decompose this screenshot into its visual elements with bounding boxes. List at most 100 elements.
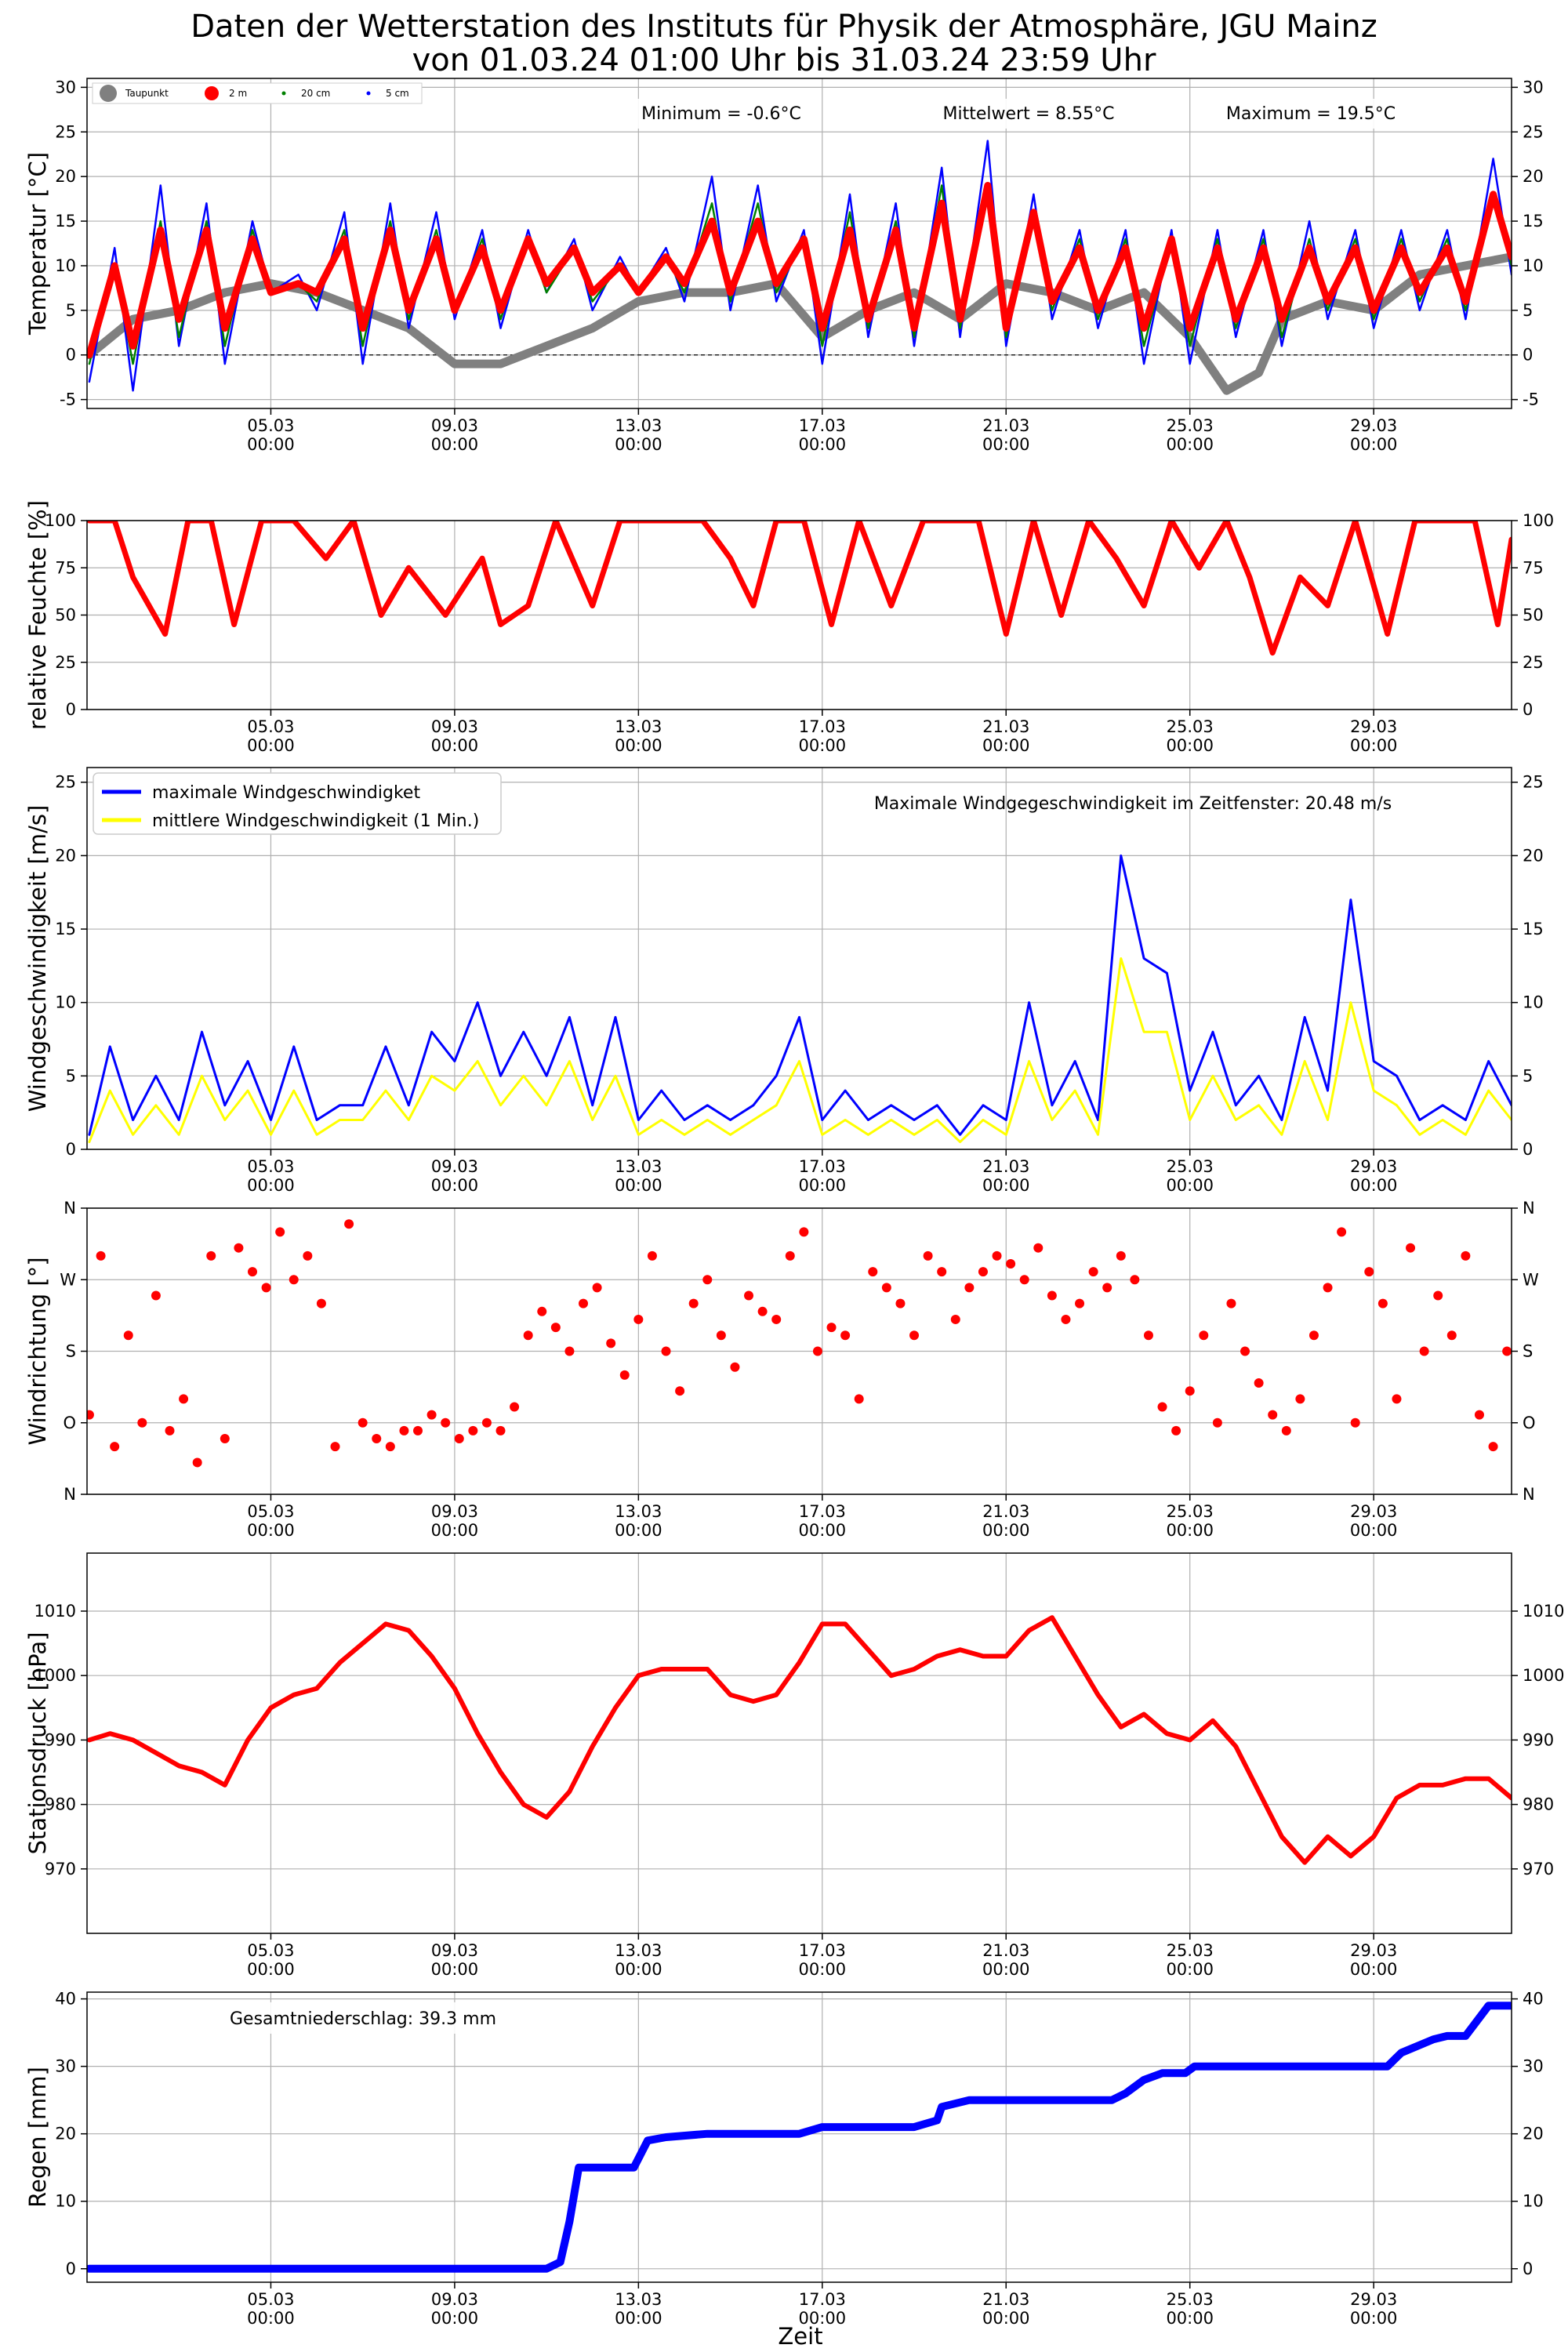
y-tick-label: 20 bbox=[55, 2125, 76, 2143]
y-tick-label: 75 bbox=[55, 558, 76, 577]
wind-direction-point bbox=[923, 1250, 933, 1261]
wind-direction-point bbox=[978, 1267, 988, 1277]
x-tick-label-time: 00:00 bbox=[1166, 736, 1214, 755]
y-axis-label: relative Feuchte [%] bbox=[24, 500, 51, 730]
wind-direction-point bbox=[1116, 1250, 1126, 1261]
wind-direction-point bbox=[248, 1267, 258, 1277]
x-tick-label-time: 00:00 bbox=[1350, 736, 1398, 755]
wind-direction-point bbox=[123, 1330, 133, 1341]
panel-4: N NO OS SW WN N05.0300:0009.0300:0013.0300:00… bbox=[24, 1199, 1539, 1540]
wind-direction-point bbox=[1240, 1346, 1250, 1356]
x-tick-label-date: 25.03 bbox=[1167, 1502, 1214, 1521]
wind-direction-point bbox=[1033, 1243, 1044, 1253]
wind-direction-point bbox=[1350, 1417, 1360, 1428]
y-tick-label: 50 bbox=[55, 606, 76, 625]
y-tick-label: 1000 bbox=[34, 1666, 76, 1685]
y-tick-label-right: 25 bbox=[1523, 773, 1544, 792]
x-tick-label-date: 09.03 bbox=[431, 1157, 478, 1176]
y-tick-label-right: 0 bbox=[1523, 2259, 1533, 2278]
x-tick-label-time: 00:00 bbox=[431, 2309, 479, 2328]
wind-direction-point bbox=[289, 1275, 299, 1285]
x-tick-label-time: 00:00 bbox=[247, 736, 295, 755]
x-tick-label-date: 13.03 bbox=[615, 416, 662, 435]
x-tick-label-time: 00:00 bbox=[1166, 2309, 1214, 2328]
y-tick-label: 5 bbox=[66, 1066, 76, 1085]
wind-direction-point bbox=[441, 1417, 451, 1428]
wind-direction-point bbox=[579, 1298, 589, 1308]
legend-label: 20 cm bbox=[301, 88, 330, 99]
y-tick-label: 10 bbox=[55, 2192, 76, 2211]
wind-direction-point bbox=[716, 1330, 726, 1341]
y-tick-label: 30 bbox=[55, 78, 76, 96]
y-tick-label-right: 990 bbox=[1523, 1730, 1554, 1749]
series-layer bbox=[87, 140, 1512, 395]
wind-direction-point bbox=[799, 1227, 809, 1237]
x-tick-label-time: 00:00 bbox=[431, 435, 479, 454]
plot-frame bbox=[86, 78, 1512, 409]
x-tick-label-time: 00:00 bbox=[431, 1521, 479, 1540]
plot-area bbox=[87, 1553, 1512, 1933]
wind-direction-point bbox=[206, 1250, 216, 1261]
wind-direction-point bbox=[1047, 1290, 1057, 1301]
y-tick-label: 1010 bbox=[34, 1602, 76, 1621]
x-tick-label-time: 00:00 bbox=[982, 2309, 1030, 2328]
annotation-box bbox=[635, 99, 808, 129]
wind-direction-point bbox=[399, 1425, 409, 1436]
x-tick-label-time: 00:00 bbox=[799, 1176, 847, 1195]
annotation-box bbox=[1225, 99, 1397, 129]
x-tick-label-date: 29.03 bbox=[1350, 2290, 1397, 2309]
wind-direction-point bbox=[1474, 1410, 1484, 1420]
y-tick-label: 5 bbox=[66, 301, 76, 320]
wind-direction-point bbox=[592, 1283, 602, 1293]
wind-direction-point bbox=[87, 1410, 94, 1420]
y-tick-label: N bbox=[64, 1485, 76, 1504]
y-tick-label-right: 10 bbox=[1523, 2192, 1544, 2211]
y-tick-label: 10 bbox=[55, 993, 76, 1012]
wind-direction-point bbox=[1419, 1346, 1429, 1356]
x-tick-label-time: 00:00 bbox=[247, 2309, 295, 2328]
x-tick-label-time: 00:00 bbox=[1166, 1521, 1214, 1540]
y-tick-label-right: N bbox=[1523, 1485, 1535, 1504]
x-tick-label-date: 13.03 bbox=[615, 2290, 662, 2309]
x-tick-label-date: 09.03 bbox=[431, 416, 478, 435]
y-tick-label-right: 20 bbox=[1523, 2125, 1544, 2143]
wind-direction-point bbox=[1254, 1378, 1264, 1388]
y-axis-label: Temperatur [°C] bbox=[24, 152, 51, 336]
y-tick-label: S bbox=[66, 1342, 76, 1361]
x-tick-label-date: 05.03 bbox=[247, 1941, 294, 1960]
y-tick-label-right: 1000 bbox=[1523, 1666, 1564, 1685]
wind-direction-point bbox=[1199, 1330, 1209, 1341]
y-tick-label-right: N bbox=[1523, 1199, 1535, 1218]
series-line-main bbox=[87, 1615, 1512, 1865]
wind-direction-point bbox=[688, 1298, 699, 1308]
series-layer bbox=[87, 521, 1512, 656]
x-tick-label-date: 25.03 bbox=[1167, 2290, 1214, 2309]
wind-direction-point bbox=[1433, 1290, 1443, 1301]
wind-direction-point bbox=[1406, 1243, 1416, 1253]
wind-direction-point bbox=[96, 1250, 106, 1261]
x-tick-label-date: 21.03 bbox=[982, 416, 1029, 435]
x-tick-label-time: 00:00 bbox=[799, 2309, 847, 2328]
x-tick-label-date: 17.03 bbox=[799, 416, 846, 435]
x-tick-label-time: 00:00 bbox=[615, 2309, 662, 2328]
y-tick-label: 15 bbox=[55, 212, 76, 230]
wind-direction-point bbox=[1392, 1394, 1402, 1404]
x-tick-label-date: 21.03 bbox=[982, 1157, 1029, 1176]
y-tick-label: 25 bbox=[55, 773, 76, 792]
x-tick-label-date: 21.03 bbox=[982, 717, 1029, 736]
x-tick-label-time: 00:00 bbox=[615, 1176, 662, 1195]
series-layer bbox=[87, 1219, 1512, 1468]
y-tick-label: 25 bbox=[55, 653, 76, 672]
wind-direction-point bbox=[110, 1442, 120, 1452]
x-tick-label-time: 00:00 bbox=[982, 1521, 1030, 1540]
x-tick-label-date: 13.03 bbox=[615, 717, 662, 736]
x-tick-label-time: 00:00 bbox=[247, 1960, 295, 1979]
x-tick-label-time: 00:00 bbox=[1166, 1960, 1214, 1979]
x-tick-label-date: 17.03 bbox=[799, 2290, 846, 2309]
wind-direction-point bbox=[151, 1290, 161, 1301]
wind-direction-point bbox=[358, 1417, 368, 1428]
series-line-maximale-windgeschwindigket bbox=[88, 854, 1512, 1136]
legend-marker bbox=[205, 86, 219, 100]
x-tick-label-date: 21.03 bbox=[982, 1941, 1029, 1960]
